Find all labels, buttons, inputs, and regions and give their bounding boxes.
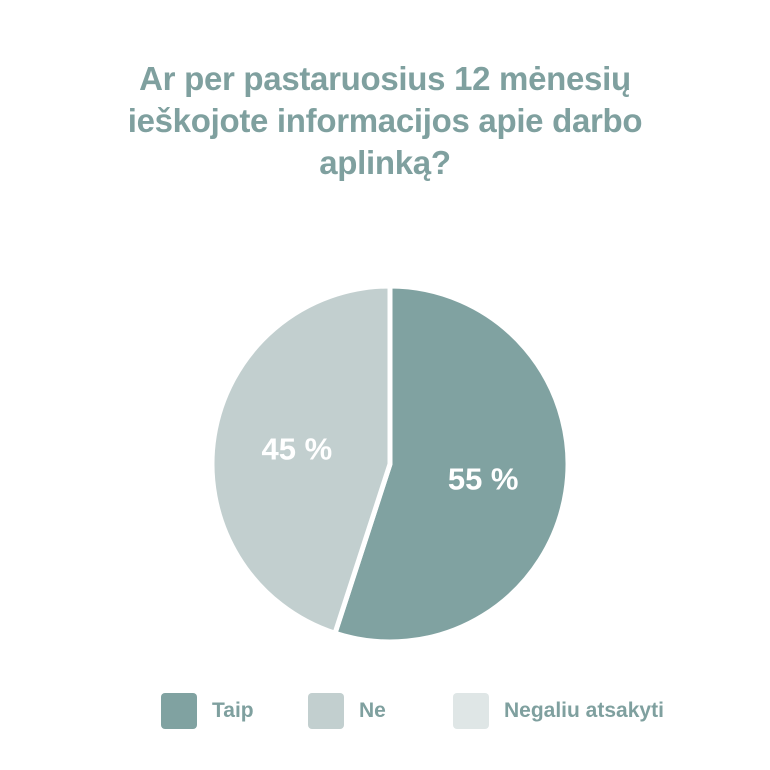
chart-title: Ar per pastaruosius 12 mėnesių ieškojote… (60, 58, 710, 184)
legend-swatch-taip (161, 693, 197, 729)
legend-swatch-ne (308, 693, 344, 729)
pie-slice-taip (332, 283, 571, 645)
chart-title-line-2: ieškojote informacijos apie darbo (127, 102, 643, 139)
legend-swatch-negaliu-atsakyti (453, 693, 489, 729)
pie-slice-ne (209, 283, 393, 636)
legend-item-taip: Taip (161, 693, 254, 729)
legend-label-taip: Taip (212, 699, 254, 722)
legend-item-ne: Ne (308, 693, 386, 729)
legend-label-ne: Ne (359, 699, 386, 722)
legend-item-negaliu-atsakyti: Negaliu atsakyti (453, 693, 664, 729)
chart-title-line-3: aplinką? (319, 144, 451, 181)
chart-title-line-1: Ar per pastaruosius 12 mėnesių (139, 60, 631, 97)
legend-label-negaliu-atsakyti: Negaliu atsakyti (504, 699, 664, 722)
chart-legend: Taip Ne Negaliu atsakyti (0, 693, 770, 729)
pie-label-taip: 55 % (448, 461, 519, 496)
pie-label-ne: 45 % (261, 432, 332, 467)
